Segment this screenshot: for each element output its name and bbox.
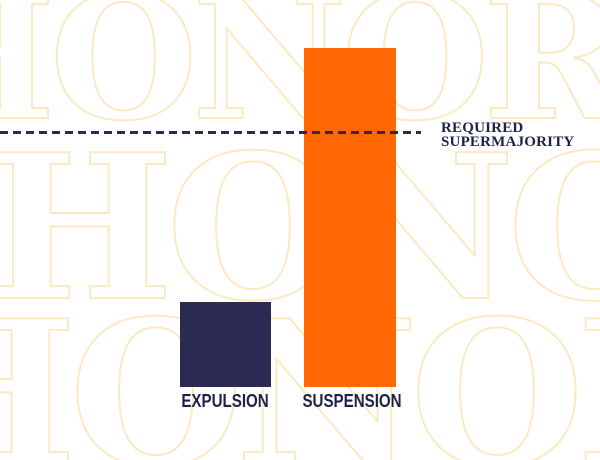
category-label-expulsion: EXPULSION <box>181 391 270 411</box>
threshold-label-line2: SUPERMAJORITY <box>441 133 575 150</box>
honor-watermark-row-2: HONOR <box>0 111 600 346</box>
bar-expulsion <box>180 302 271 387</box>
threshold-label-line1: REQUIRED <box>441 120 524 136</box>
category-label-suspension: SUSPENSION <box>302 391 402 411</box>
supermajority-threshold-line <box>0 131 421 135</box>
supermajority-threshold-label: REQUIRED SUPERMAJORITY <box>441 120 575 150</box>
honor-watermark-row-1: HONOR <box>0 0 600 159</box>
bar-suspension <box>304 48 396 387</box>
honor-watermark-row-3: HONOR <box>0 277 600 460</box>
